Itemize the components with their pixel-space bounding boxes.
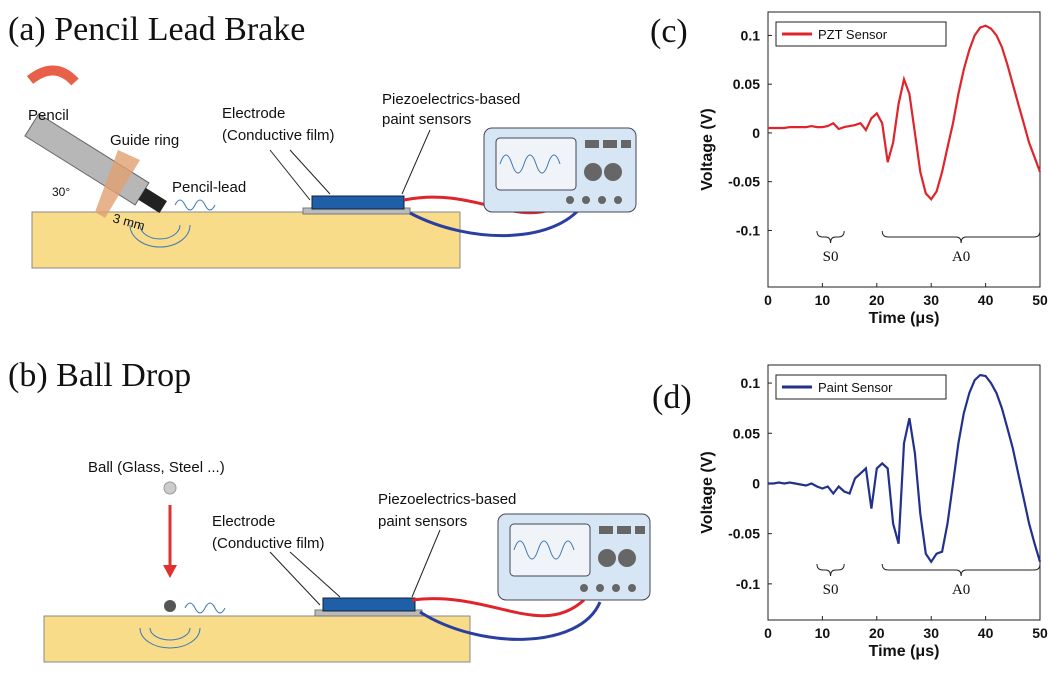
- panel-label: (c): [650, 13, 688, 50]
- diagram-b: (b) Ball Drop Ball (Glass, Steel ...) El…: [8, 357, 651, 663]
- x-tick-label: 50: [1032, 625, 1048, 641]
- pointer: [269, 149, 311, 201]
- arrow: [26, 65, 79, 86]
- label: paint sensors: [382, 111, 471, 128]
- x-tick-label: 30: [923, 625, 939, 641]
- wire: [411, 597, 586, 618]
- ball: [164, 600, 176, 612]
- pointer: [411, 529, 441, 598]
- sensor: [322, 597, 416, 612]
- x-tick-label: 50: [1032, 292, 1048, 308]
- pointer: [401, 129, 431, 195]
- trace: [499, 154, 561, 174]
- pointer: [269, 551, 321, 606]
- brace: [881, 563, 1041, 577]
- wire: [409, 199, 588, 238]
- label: 30°: [52, 185, 70, 199]
- x-tick-label: 0: [764, 625, 772, 641]
- pencil: [24, 113, 167, 214]
- label: (Conductive film): [212, 535, 325, 552]
- wave: [184, 602, 226, 614]
- x-tick-label: 40: [978, 292, 994, 308]
- x-tick-label: 30: [923, 292, 939, 308]
- legend-label: PZT Sensor: [818, 27, 888, 42]
- y-axis-label: Voltage (V): [699, 108, 716, 190]
- x-tick-label: 40: [978, 625, 994, 641]
- wire: [419, 601, 602, 641]
- y-tick-label: 0.1: [741, 27, 761, 43]
- plate: [43, 615, 471, 663]
- label: Guide ring: [110, 132, 179, 149]
- label: paint sensors: [378, 513, 467, 530]
- diagram-a: (a) Pencil Lead Brake Pencil Guide ring …: [8, 11, 637, 269]
- y-tick-label: 0.05: [733, 76, 760, 92]
- x-axis-label: Time (μs): [869, 310, 940, 327]
- y-axis-label: Voltage (V): [699, 451, 716, 533]
- x-tick-label: 20: [869, 625, 885, 641]
- ball: [163, 481, 177, 495]
- wave: [129, 224, 191, 248]
- y-tick-label: -0.05: [728, 526, 760, 542]
- y-tick-label: 0: [752, 125, 760, 141]
- annotation: S0: [823, 249, 839, 265]
- sensor: [311, 195, 405, 210]
- brace: [881, 230, 1041, 244]
- label: Electrode: [222, 105, 285, 122]
- brace: [816, 230, 845, 244]
- series-line: [768, 24, 1042, 201]
- pointer: [289, 551, 341, 598]
- legend-label: Paint Sensor: [818, 380, 893, 395]
- arrow-head: [163, 565, 177, 578]
- y-tick-label: 0.05: [733, 425, 760, 441]
- label: Ball (Glass, Steel ...): [88, 459, 225, 476]
- wave: [139, 627, 201, 649]
- plate: [31, 211, 461, 269]
- x-axis-label: Time (μs): [869, 643, 940, 660]
- knobs: [566, 140, 631, 204]
- y-tick-label: 0.1: [741, 375, 761, 391]
- annotation: A0: [952, 249, 970, 265]
- label: Pencil-lead: [172, 179, 246, 196]
- plot-frame: [767, 364, 1041, 621]
- trace: [513, 540, 575, 560]
- x-tick-label: 10: [815, 625, 831, 641]
- label: Piezoelectrics-based: [382, 91, 520, 108]
- knobs: [580, 526, 645, 592]
- x-tick-label: 0: [764, 292, 772, 308]
- annotation: S0: [823, 582, 839, 598]
- label: (Conductive film): [222, 127, 335, 144]
- y-tick-label: -0.05: [728, 174, 760, 190]
- label: Pencil: [28, 107, 69, 124]
- pointer: [289, 149, 331, 195]
- wave: [174, 199, 216, 211]
- panel-label: (d): [652, 379, 692, 416]
- y-tick-label: -0.1: [736, 222, 760, 238]
- series-line: [768, 373, 1042, 564]
- brace: [816, 563, 845, 577]
- annotation: A0: [952, 582, 970, 598]
- panel-title: (a) Pencil Lead Brake: [8, 11, 305, 48]
- label: Piezoelectrics-based: [378, 491, 516, 508]
- x-tick-label: 10: [815, 292, 831, 308]
- plot-frame: [767, 11, 1041, 288]
- guide-ring: [95, 150, 140, 218]
- y-tick-label: 0: [752, 475, 760, 491]
- label: Electrode: [212, 513, 275, 530]
- panel-title: (b) Ball Drop: [8, 357, 191, 394]
- y-tick-label: -0.1: [736, 576, 760, 592]
- x-tick-label: 20: [869, 292, 885, 308]
